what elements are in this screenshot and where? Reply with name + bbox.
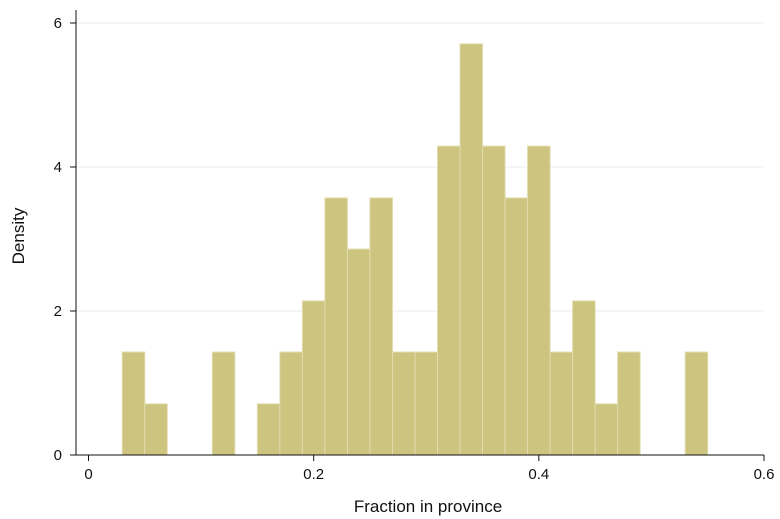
histogram-bar-14 xyxy=(504,197,529,456)
histogram-bar-16 xyxy=(549,351,574,456)
histogram-bar-1 xyxy=(144,403,168,456)
histogram-bar-2 xyxy=(211,351,236,456)
x-tick-label-2: 0.4 xyxy=(528,466,549,483)
y-tick-label-1: 2 xyxy=(54,303,62,320)
x-axis-title: Fraction in province xyxy=(354,497,502,516)
y-tick-label-2: 4 xyxy=(54,159,62,176)
gridlines xyxy=(76,22,764,312)
histogram-bar-5 xyxy=(301,300,326,456)
histogram-bars xyxy=(121,43,709,456)
x-tick-label-0: 0 xyxy=(84,466,92,483)
axes xyxy=(75,10,764,456)
histogram-bar-13 xyxy=(482,145,506,456)
histogram-bar-4 xyxy=(279,351,303,456)
histogram-bar-15 xyxy=(527,145,551,456)
x-tick-label-3: 0.6 xyxy=(754,466,775,483)
histogram-bar-20 xyxy=(684,351,709,456)
histogram-bar-6 xyxy=(324,197,348,456)
histogram-bar-9 xyxy=(391,351,416,456)
y-axis-title: Density xyxy=(9,207,28,264)
histogram-bar-17 xyxy=(572,300,596,456)
y-tick-label-3: 6 xyxy=(54,15,62,32)
histogram-bar-19 xyxy=(617,351,641,456)
histogram-bar-8 xyxy=(369,197,393,456)
histogram-bar-0 xyxy=(121,351,146,456)
histogram-bar-10 xyxy=(414,351,439,456)
histogram-bar-11 xyxy=(437,145,461,456)
histogram-bar-12 xyxy=(459,43,484,456)
x-tick-label-1: 0.2 xyxy=(303,466,324,483)
histogram-bar-3 xyxy=(256,403,281,456)
histogram-bar-7 xyxy=(346,248,371,456)
ticks: 0 2 4 6 0 0.2 0.4 0.6 xyxy=(54,15,775,483)
y-tick-label-0: 0 xyxy=(54,447,62,464)
histogram-bar-18 xyxy=(594,403,619,456)
